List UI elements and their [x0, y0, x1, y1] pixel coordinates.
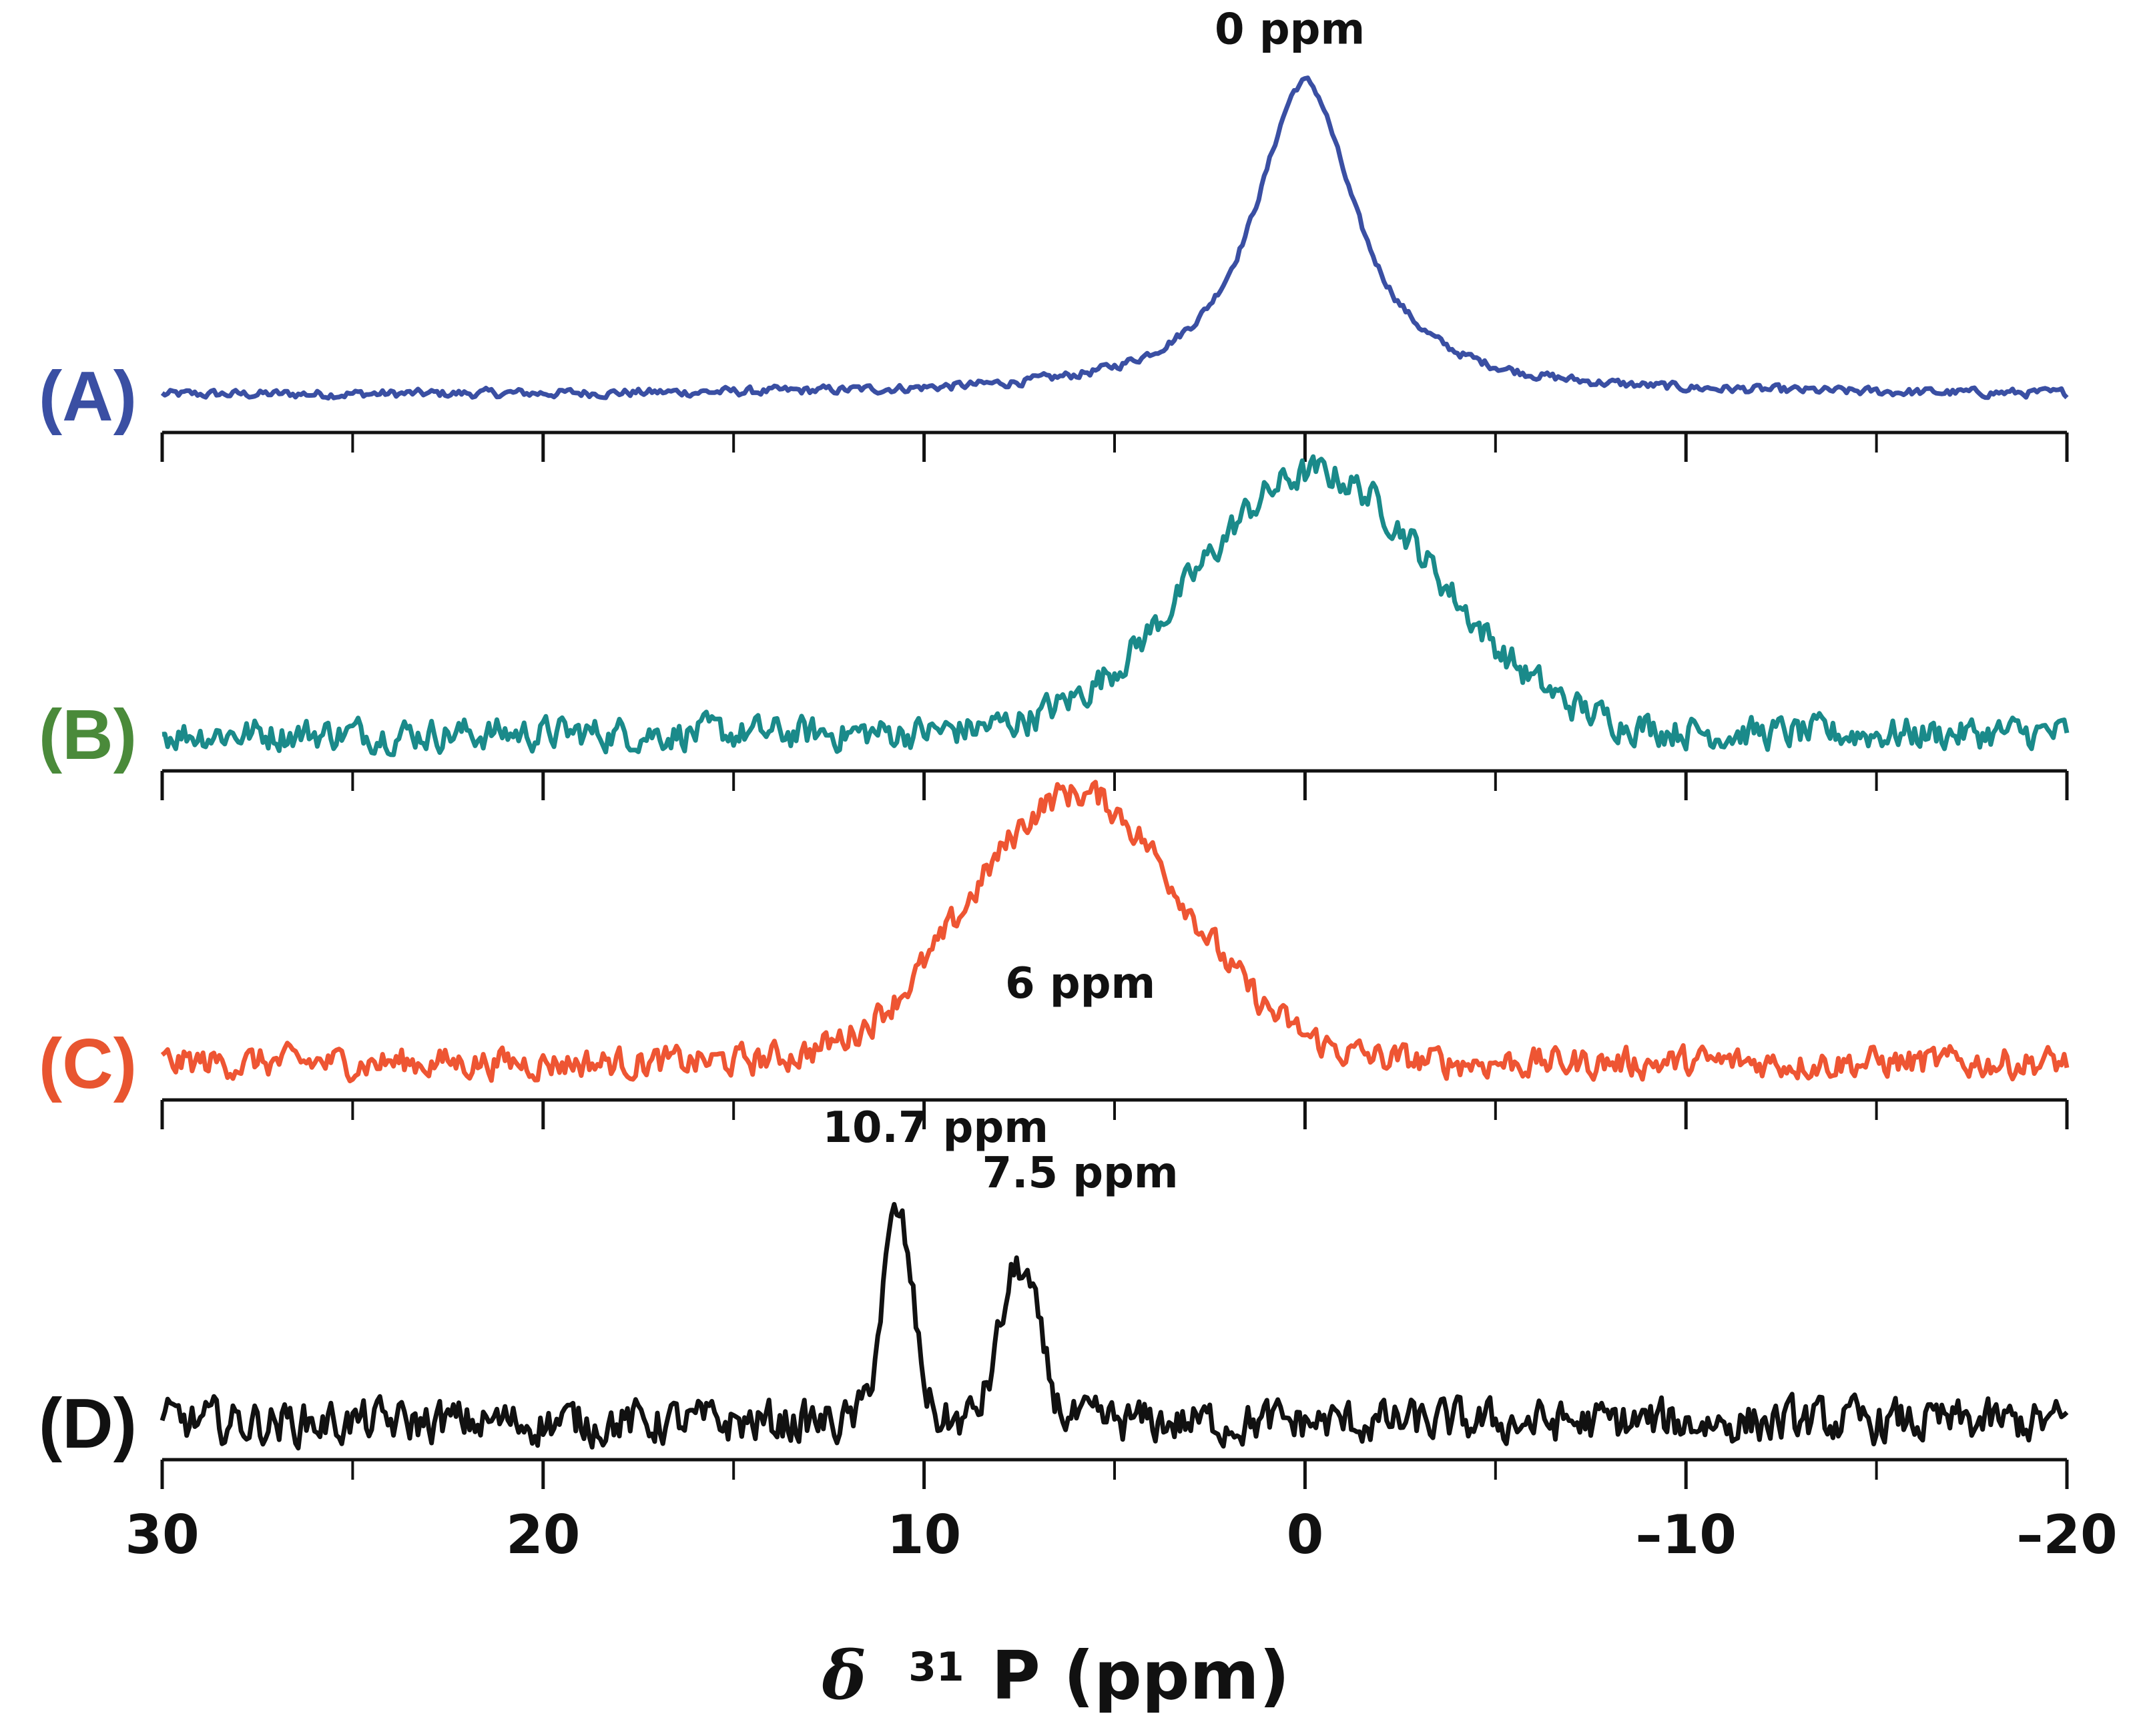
x-tick-label: 30 — [125, 1504, 199, 1566]
spectrum-line-d — [160, 1201, 2069, 1451]
panel-a: (A) 0 ppm — [39, 5, 2069, 462]
x-tick-label: –20 — [2016, 1504, 2117, 1566]
spectrum-line-b — [162, 454, 2070, 758]
x-axis-title-symbol: δ — [822, 1636, 867, 1715]
peak-annotation: 10.7 ppm — [822, 1103, 1048, 1153]
panel-c: (C) 6 ppm — [39, 780, 2070, 1129]
x-tick-label: 20 — [506, 1504, 580, 1566]
spectrum-line-c — [160, 780, 2070, 1084]
x-axis-title-rest: P (ppm) — [991, 1637, 1289, 1715]
x-axis-tick-labels: 30 20 10 0 –10 –20 — [125, 1504, 2117, 1566]
x-tick-label: 0 — [1287, 1504, 1324, 1566]
x-tick-label: 10 — [887, 1504, 961, 1566]
peak-annotation: 0 ppm — [1215, 5, 1365, 55]
panel-b: (B) — [39, 454, 2070, 800]
x-axis-title-mass: 31 — [908, 1644, 964, 1691]
panel-label-b: (B) — [39, 695, 137, 774]
peak-annotation: 7.5 ppm — [982, 1149, 1179, 1198]
panel-label-c: (C) — [39, 1025, 137, 1103]
panel-label-a: (A) — [39, 357, 137, 436]
spectrum-line-a — [160, 75, 2069, 401]
peak-annotation: 6 ppm — [1005, 959, 1155, 1008]
panel-label-d: (D) — [39, 1384, 137, 1463]
x-tick-label: –10 — [1636, 1504, 1737, 1566]
x-axis-title: δ 31 P (ppm) — [822, 1636, 1290, 1715]
